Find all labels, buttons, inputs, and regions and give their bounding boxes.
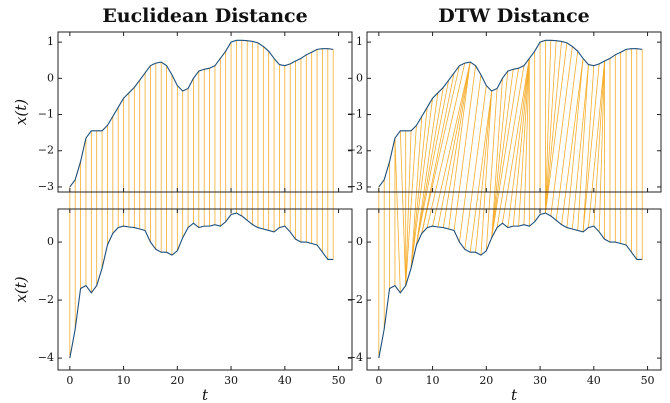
axes-frame [57, 31, 353, 193]
y-tick-label: 0 [356, 235, 363, 248]
x-tick-label: 50 [332, 374, 346, 387]
match-line [582, 65, 595, 232]
match-line [491, 69, 514, 238]
match-line [410, 98, 433, 269]
series-line [69, 39, 334, 188]
match-line [571, 64, 589, 230]
match-line [421, 72, 455, 234]
match-line [518, 58, 530, 227]
match-line [485, 88, 498, 251]
match-line [577, 64, 589, 231]
x-tick-label: 0 [375, 374, 382, 387]
chart-title: DTW Distance [438, 5, 590, 27]
x-axis-label: t [511, 386, 518, 403]
y-tick-label: 1 [356, 35, 363, 48]
match-line [555, 51, 579, 221]
x-tick-label: 40 [278, 374, 292, 387]
x-tick-label: 10 [117, 374, 131, 387]
axes-frame [57, 208, 353, 371]
series-line [378, 212, 643, 359]
match-line [410, 107, 428, 269]
chart-title: Euclidean Distance [102, 5, 307, 27]
match-line [502, 58, 530, 224]
match-line [399, 130, 407, 286]
match-line [416, 87, 444, 246]
match-line [545, 40, 552, 214]
match-line [416, 92, 439, 246]
y-tick-label: −4 [347, 351, 363, 364]
y-tick-label: −3 [38, 180, 54, 193]
match-line [405, 130, 412, 286]
y-tick-label: 0 [47, 235, 54, 248]
match-line [545, 41, 562, 214]
x-tick-label: 0 [66, 374, 73, 387]
match-line [469, 90, 493, 253]
y-axis-label: x(t) [12, 99, 30, 125]
match-line [442, 61, 471, 228]
match-line [561, 58, 584, 225]
match-line [545, 40, 557, 214]
x-axis-label: t [202, 386, 209, 403]
match-line [448, 61, 471, 230]
match-line [480, 90, 493, 256]
match-line [523, 58, 530, 225]
axes-frame [366, 208, 662, 371]
series-line [69, 212, 334, 359]
match-line [416, 80, 450, 246]
y-tick-label: 1 [47, 35, 54, 48]
match-line [566, 58, 584, 228]
match-line [593, 60, 605, 227]
x-tick-label: 50 [641, 374, 655, 387]
y-tick-label: −3 [347, 180, 363, 193]
axes-frame [366, 31, 662, 193]
match-line [432, 61, 471, 227]
match-line [507, 58, 530, 228]
match-line [491, 71, 509, 238]
y-tick-label: −2 [38, 144, 54, 157]
match-line [598, 60, 605, 232]
match-line [453, 65, 476, 231]
match-line [550, 46, 573, 217]
x-tick-label: 10 [426, 374, 440, 387]
match-line [496, 65, 525, 228]
match-line [491, 78, 503, 238]
x-tick-label: 40 [587, 374, 601, 387]
y-tick-label: −2 [347, 144, 363, 157]
match-line [394, 138, 401, 293]
y-tick-label: 0 [47, 71, 54, 84]
y-tick-label: 0 [356, 71, 363, 84]
y-axis-label: x(t) [12, 276, 30, 302]
y-tick-label: −2 [347, 293, 363, 306]
match-line [475, 90, 493, 253]
series-line [378, 39, 643, 188]
y-tick-label: −1 [347, 108, 363, 121]
match-line [582, 63, 600, 232]
match-line [545, 42, 568, 214]
y-tick-label: −4 [38, 351, 54, 364]
x-tick-label: 20 [479, 374, 493, 387]
match-line [437, 61, 471, 228]
x-tick-label: 20 [170, 374, 184, 387]
x-tick-label: 30 [533, 374, 547, 387]
x-tick-label: 30 [224, 374, 238, 387]
match-line [588, 60, 605, 228]
match-line [464, 85, 487, 250]
match-line [405, 125, 417, 286]
match-line [426, 63, 466, 228]
match-line [421, 65, 460, 234]
match-line [512, 58, 530, 227]
match-line [459, 74, 482, 243]
y-tick-label: −2 [38, 293, 54, 306]
y-tick-label: −1 [38, 108, 54, 121]
